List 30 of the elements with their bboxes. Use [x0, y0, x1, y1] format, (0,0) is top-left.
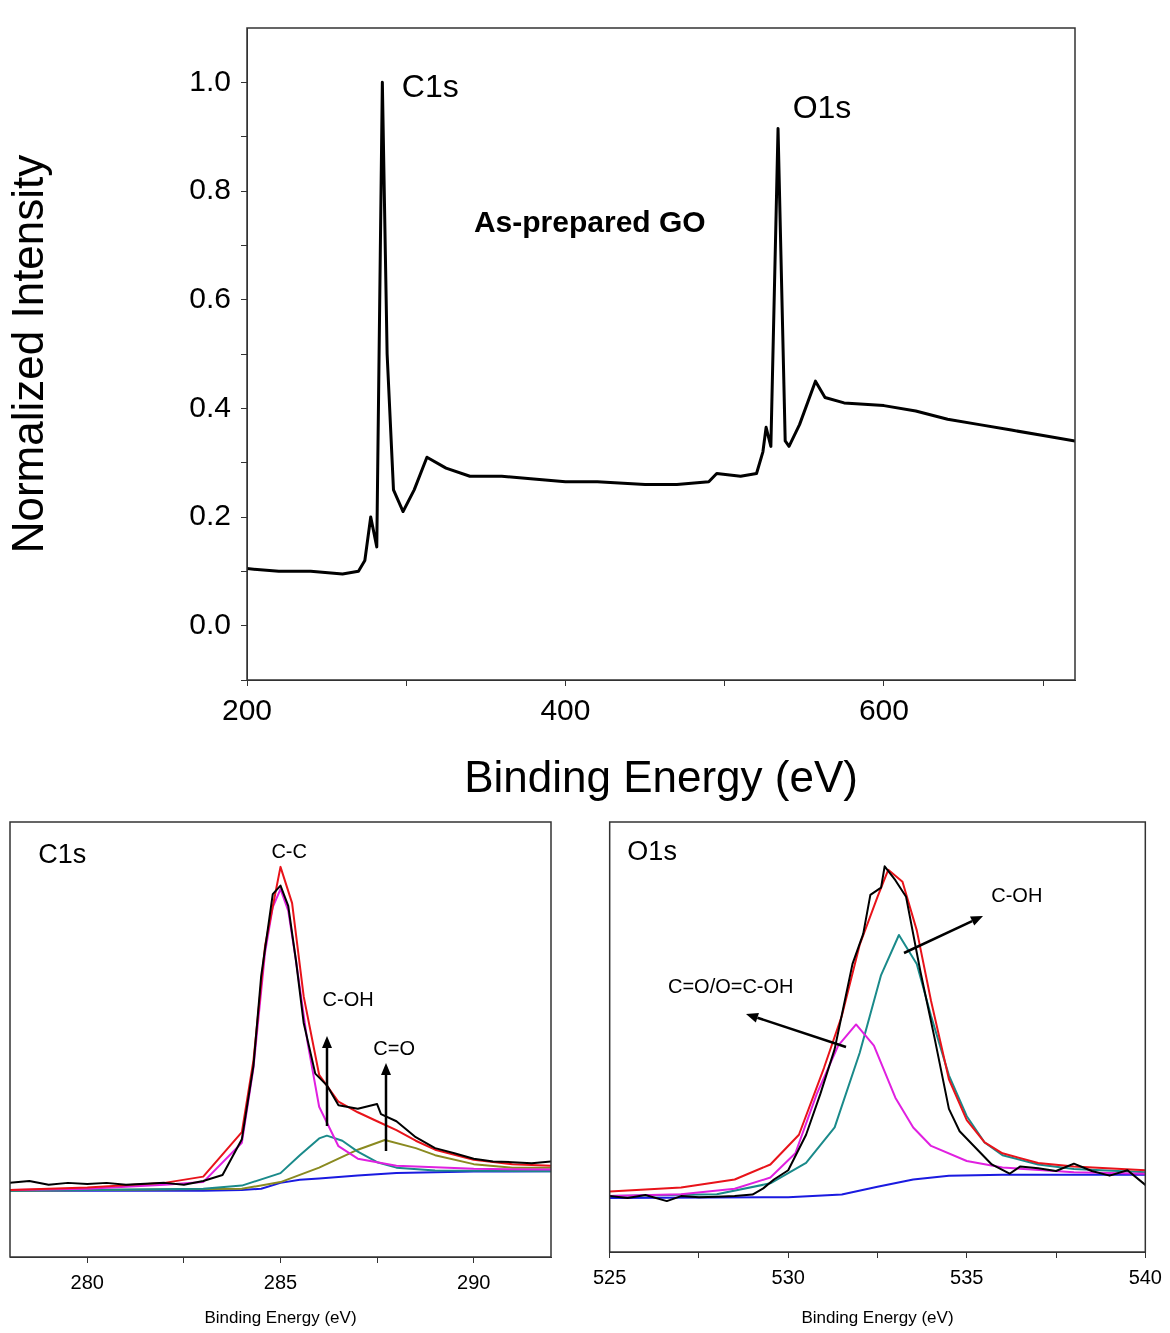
x-tick-label: 530 — [771, 1265, 805, 1288]
x-tick-label: 525 — [593, 1265, 627, 1288]
x-axis-title: Binding Energy (eV) — [204, 1308, 357, 1328]
annotation: As-prepared GO — [473, 204, 706, 238]
x-tick-label: 285 — [263, 1270, 298, 1293]
x-tick-label: 280 — [70, 1270, 104, 1293]
x-axis-title: Binding Energy (eV) — [464, 751, 858, 801]
annotation: C-OH — [322, 988, 374, 1011]
y-tick-label: 1.0 — [189, 63, 231, 97]
annotation: O1s — [792, 89, 852, 126]
annotation: O1s — [627, 836, 677, 867]
y-tick-label: 0.6 — [189, 280, 231, 314]
annotation: C=O — [373, 1036, 415, 1059]
x-tick-label: 600 — [858, 693, 909, 727]
annotation: C-OH — [991, 884, 1043, 907]
y-tick-label: 0.4 — [189, 389, 231, 423]
y-tick-label: 0.0 — [189, 606, 231, 640]
y-tick-label: 0.2 — [189, 498, 231, 532]
annotation: C=O/O=C-OH — [667, 975, 794, 998]
x-tick-label: 540 — [1128, 1265, 1162, 1288]
x-axis-title: Binding Energy (eV) — [801, 1308, 954, 1328]
y-tick-label: 0.8 — [189, 172, 231, 206]
x-tick-label: 535 — [950, 1265, 984, 1288]
text: C-C — [271, 839, 307, 862]
annotation: C1s — [38, 839, 87, 870]
y-axis-title: Normalized Intensity — [2, 154, 52, 554]
x-tick-label: 200 — [221, 693, 273, 727]
annotation: C1s — [401, 67, 459, 104]
x-tick-label: 290 — [457, 1270, 491, 1293]
x-tick-label: 400 — [540, 693, 591, 727]
